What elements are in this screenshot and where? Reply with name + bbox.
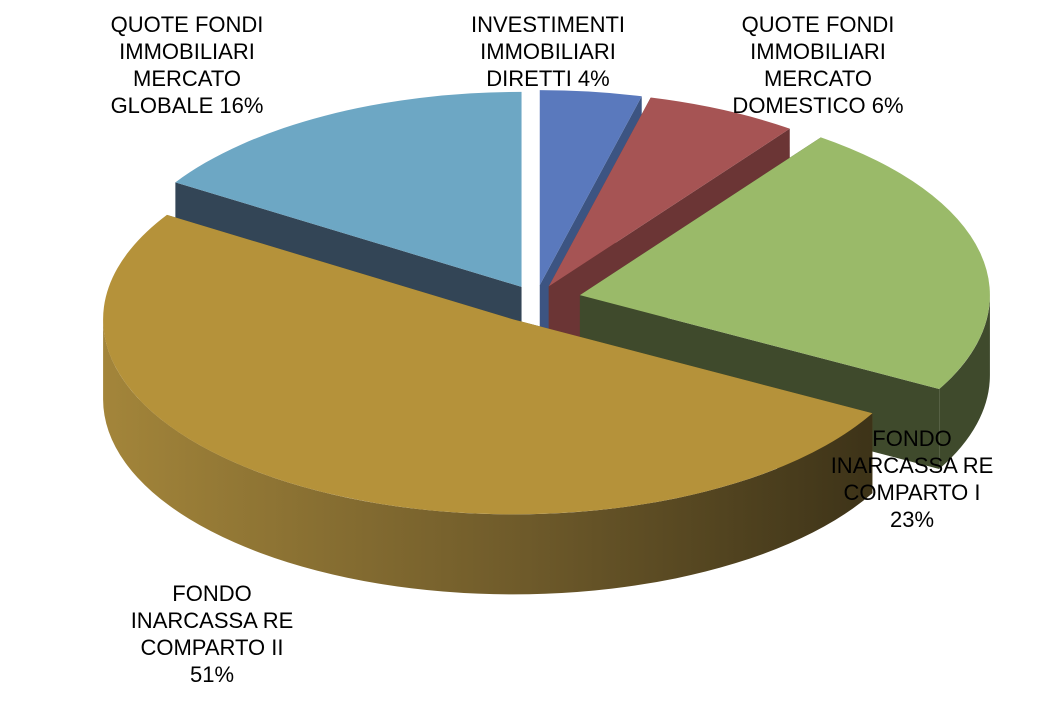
label-line: IMMOBILIARI <box>750 39 886 64</box>
label-line: DOMESTICO 6% <box>732 93 904 118</box>
pie-tops <box>103 90 990 515</box>
pie-slice-4 <box>175 91 522 287</box>
pie-slice-2 <box>579 137 990 390</box>
label-line: COMPARTO I <box>843 480 981 505</box>
label-line: 23% <box>889 507 935 532</box>
label-line: INVESTIMENTI <box>470 12 626 37</box>
slice-label-mercato-globale: QUOTE FONDI IMMOBILIARI MERCATO GLOBALE … <box>111 11 264 119</box>
label-line: COMPARTO II <box>140 635 284 660</box>
label-line: FONDO <box>872 426 952 451</box>
slice-2-outer-wall-0 <box>939 295 990 470</box>
pie-slice-3 <box>103 214 873 515</box>
pie-slice-0 <box>539 90 642 286</box>
label-line: MERCATO <box>764 66 872 91</box>
label-line: IMMOBILIARI <box>480 39 616 64</box>
slice-label-investimenti-diretti: INVESTIMENTI IMMOBILIARI DIRETTI 4% <box>471 11 625 92</box>
slice-3-outer-wall-0 <box>103 319 873 595</box>
label-line: FONDO <box>172 581 252 606</box>
label-line: IMMOBILIARI <box>119 39 255 64</box>
slice-label-comparto-i: FONDO INARCASSA RE COMPARTO I 23% <box>831 425 994 533</box>
label-line: INARCASSA RE <box>830 453 994 478</box>
label-line: INARCASSA RE <box>130 608 294 633</box>
label-line: QUOTE FONDI <box>110 12 264 37</box>
slice-label-comparto-ii: FONDO INARCASSA RE COMPARTO II 51% <box>131 580 294 688</box>
label-line: 51% <box>189 662 235 687</box>
label-line: DIRETTI 4% <box>486 66 610 91</box>
pie-slice-1 <box>548 97 790 287</box>
label-line: QUOTE FONDI <box>741 12 895 37</box>
slice-label-mercato-domestico: QUOTE FONDI IMMOBILIARI MERCATO DOMESTIC… <box>732 11 903 119</box>
label-line: GLOBALE 16% <box>110 93 264 118</box>
label-line: MERCATO <box>133 66 241 91</box>
